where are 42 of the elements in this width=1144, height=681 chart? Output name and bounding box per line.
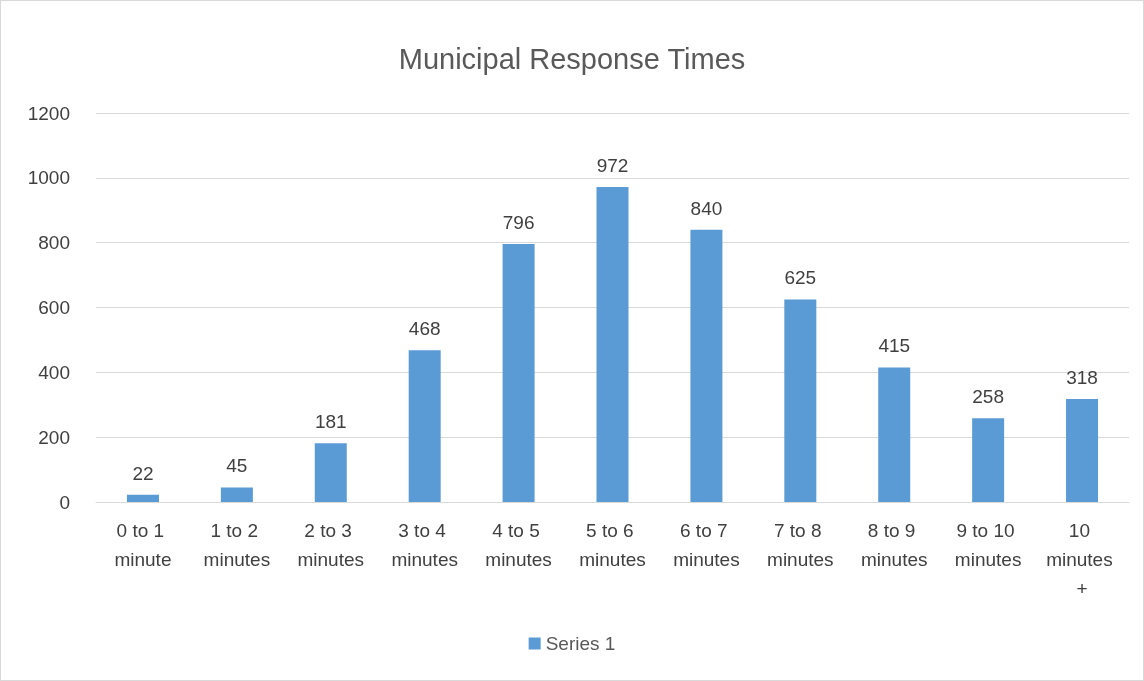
data-label: 22 [132, 462, 154, 484]
x-tick-label: 2 to 3 minutes [297, 520, 365, 570]
bar [1066, 398, 1099, 502]
bar [314, 443, 347, 502]
data-label: 796 [502, 211, 535, 233]
bar [408, 350, 441, 502]
data-label: 468 [408, 318, 441, 340]
y-tick-label: 400 [38, 361, 70, 383]
x-tick-label: 9 to 10 minutes [954, 520, 1022, 570]
y-tick-label: 0 [59, 491, 70, 513]
x-tick-label: 0 to 1 minute [114, 520, 172, 570]
data-label: 318 [1066, 366, 1098, 388]
y-tick-label: 600 [38, 297, 70, 318]
data-label: 840 [690, 197, 723, 219]
data-label: 415 [878, 335, 911, 357]
x-tick-label: 10 minutes + [1046, 520, 1118, 599]
bar [126, 494, 159, 502]
data-label: 972 [596, 154, 629, 176]
y-tick-label: 200 [38, 426, 70, 448]
data-label: 181 [314, 411, 347, 433]
chart-title: Municipal Response Times [398, 42, 746, 75]
x-tick-label: 5 to 6 minutes [579, 520, 646, 570]
y-tick-label: 1200 [27, 102, 70, 124]
legend-label: Series 1 [545, 633, 616, 654]
bar [220, 487, 253, 502]
bar [690, 229, 723, 502]
y-tick-label: 800 [38, 232, 70, 254]
bar [596, 186, 629, 502]
data-label: 45 [226, 455, 248, 477]
x-tick-label: 7 to 8 minutes [767, 520, 834, 570]
data-label: 258 [972, 386, 1004, 408]
bar [878, 367, 911, 502]
bar [784, 299, 817, 502]
bar [502, 243, 535, 502]
x-tick-label: 4 to 5 minutes [485, 520, 552, 570]
x-tick-label: 3 to 4 minutes [391, 520, 458, 570]
bar [972, 418, 1005, 502]
data-label: 625 [784, 267, 817, 289]
x-tick-label: 6 to 7 minutes [673, 520, 740, 570]
y-tick-label: 1000 [27, 167, 70, 189]
x-tick-label: 1 to 2 minutes [203, 520, 271, 570]
x-tick-label: 8 to 9 minutes [860, 520, 928, 570]
